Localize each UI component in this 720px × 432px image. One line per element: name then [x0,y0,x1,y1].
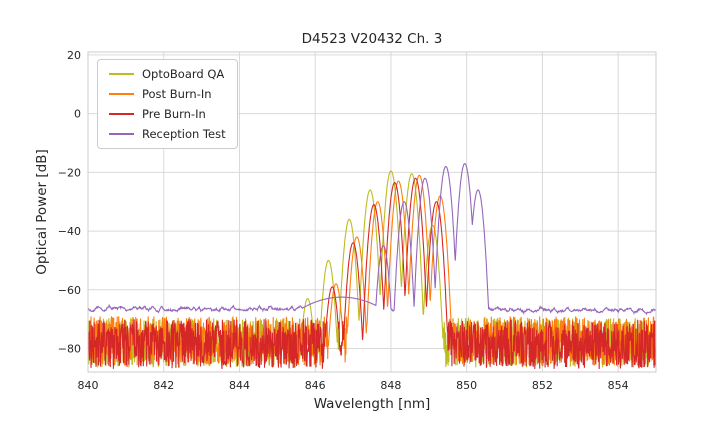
x-axis-label: Wavelength [nm] [313,396,431,412]
legend-item: OptoBoard QA [109,67,226,81]
legend-item: Post Burn-In [109,87,226,101]
x-tick-label: 840 [78,379,99,392]
x-tick-label: 844 [229,379,250,392]
y-tick-label: 0 [74,108,81,121]
x-tick-label: 854 [608,379,629,392]
x-tick-label: 850 [456,379,477,392]
legend-item: Pre Burn-In [109,107,226,121]
chart-title: D4523 V20432 Ch. 3 [301,31,443,47]
legend-line-swatch [109,93,134,95]
plot-border [87,51,657,373]
legend-label: Post Burn-In [142,87,212,101]
y-tick-label: −40 [58,225,81,238]
series-line-pre-burn-in [87,177,657,370]
y-tick-label: −80 [58,343,81,356]
legend-line-swatch [109,133,134,135]
legend-label: OptoBoard QA [142,67,225,81]
x-tick-label: 842 [153,379,174,392]
series-line-reception-test [87,163,657,316]
legend-line-swatch [109,113,134,115]
y-axis-label: Optical Power [dB] [34,149,50,275]
x-tick-label: 846 [305,379,326,392]
y-tick-label: 20 [67,49,81,62]
legend-label: Pre Burn-In [142,107,206,121]
x-tick-label: 852 [532,379,553,392]
legend-item: Reception Test [109,127,226,141]
y-tick-label: −20 [58,166,81,179]
y-tick-label: −60 [58,284,81,297]
x-tick-label: 848 [380,379,401,392]
legend: OptoBoard QA Post Burn-In Pre Burn-In Recep… [97,59,238,149]
legend-line-swatch [109,73,134,75]
legend-label: Reception Test [142,127,226,141]
